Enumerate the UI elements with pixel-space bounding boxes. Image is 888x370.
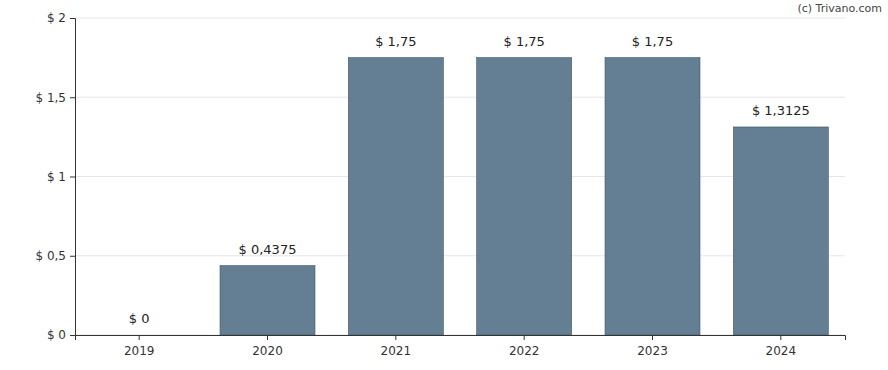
bar: [348, 58, 443, 335]
y-tick: $ 1: [47, 170, 75, 184]
x-tick: 2023: [637, 335, 668, 358]
data-label: $ 1,75: [632, 34, 673, 49]
data-label: $ 0,4375: [239, 242, 297, 257]
x-tick: 2020: [252, 335, 283, 358]
y-tick: $ 0: [47, 328, 75, 342]
y-tick: $ 0,5: [35, 249, 75, 263]
x-tick-mark: [524, 335, 525, 340]
y-tick-mark: [70, 256, 75, 257]
bar: [92, 335, 187, 336]
y-tick: $ 2: [47, 11, 75, 25]
chart: $ 0$ 0,5$ 1$ 1,5$ 2201920202021202220232…: [0, 0, 888, 370]
y-tick-label: $ 1: [47, 170, 66, 184]
x-tick-mark: [139, 335, 140, 340]
data-labels: $ 0 $ 0,4375 $ 1,75 $ 1,75 $ 1,75 $ 1,3125: [129, 34, 810, 326]
plot: $ 0$ 0,5$ 1$ 1,5$ 2201920202021202220232…: [35, 11, 845, 357]
grid: [75, 18, 845, 335]
bars: [220, 58, 828, 335]
y-tick: $ 1,5: [35, 91, 75, 105]
x-tick-label: 2019: [124, 344, 155, 358]
y-tick-mark: [70, 177, 75, 178]
x-tick-label: 2022: [509, 344, 540, 358]
y-tick-label: $ 2: [47, 11, 66, 25]
x-tick: 2021: [381, 335, 412, 358]
x-tick-mark: [395, 335, 396, 340]
grid-line: [75, 97, 845, 98]
x-tick-label: 2020: [252, 344, 283, 358]
bar: [477, 58, 572, 335]
x-tick-mark: [780, 335, 781, 340]
y-tick-label: $ 1,5: [35, 91, 66, 105]
x-tick: 2024: [766, 335, 797, 358]
y-tick-mark: [70, 18, 75, 19]
y-axis-line: [70, 19, 76, 336]
x-tick: 2022: [509, 335, 540, 358]
bar: [733, 127, 828, 335]
annotation: (c) Trivano.com: [797, 2, 882, 15]
y-axis: $ 0 $ 0,5 $ 1 $ 1,5 $ 2: [35, 11, 75, 342]
x-axis-line: [76, 336, 846, 341]
x-tick-label: 2021: [381, 344, 412, 358]
data-label: $ 0: [129, 311, 150, 326]
y-tick-mark: [70, 97, 75, 98]
data-label: $ 1,3125: [752, 103, 810, 118]
y-tick-mark: [70, 335, 75, 336]
x-tick-label: 2024: [766, 344, 797, 358]
grid-line: [75, 176, 845, 177]
y-tick-label: $ 0,5: [35, 249, 66, 263]
grid-line: [75, 18, 845, 19]
x-tick-mark: [652, 335, 653, 340]
data-label: $ 1,75: [375, 34, 416, 49]
bar: [605, 58, 700, 335]
grid-line: [75, 255, 845, 256]
y-tick-label: $ 0: [47, 328, 66, 342]
x-axis: 2019 2020 2021 2022 2023 2024: [76, 335, 846, 358]
x-tick-label: 2023: [637, 344, 668, 358]
data-label: $ 1,75: [503, 34, 544, 49]
x-tick-mark: [267, 335, 268, 340]
bar: [220, 266, 315, 335]
x-tick: 2019: [124, 335, 155, 358]
